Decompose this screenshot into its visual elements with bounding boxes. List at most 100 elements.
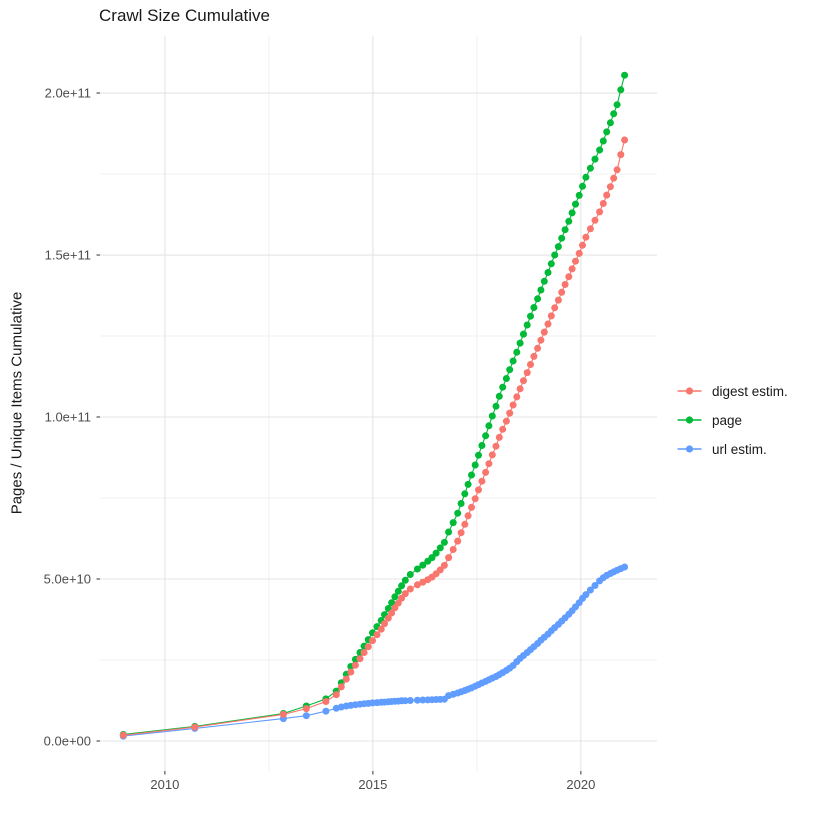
series-point (449, 546, 457, 553)
axis-ticks: 0.0e+00 5.0e+10 1.0e+11 1.5e+11 2.0e+11 2010 2… (44, 86, 596, 792)
series-point (596, 146, 604, 154)
series-digest-estim (119, 136, 629, 739)
series-point (591, 216, 599, 224)
series-point (513, 348, 521, 356)
series-point (445, 528, 453, 536)
series-point (527, 312, 534, 320)
series-point (351, 661, 359, 669)
series-point (506, 409, 514, 417)
series-point (461, 520, 469, 528)
series-point (599, 200, 607, 207)
series-point (485, 422, 493, 430)
series-point (613, 166, 621, 174)
series-point (191, 723, 199, 731)
series-point (413, 696, 421, 704)
legend-key-icon (677, 445, 702, 453)
series-point (540, 328, 548, 336)
series-point (398, 582, 406, 590)
series-point (572, 200, 579, 208)
series-point (436, 566, 444, 574)
series-point (360, 649, 368, 656)
series-point (610, 110, 618, 118)
series-point (534, 295, 542, 303)
series-point (495, 433, 503, 441)
series-point (406, 697, 414, 704)
series-point (394, 599, 402, 607)
series-url-estim (119, 563, 629, 740)
series-point (499, 383, 507, 391)
series-point (468, 503, 475, 511)
series-point (530, 304, 538, 311)
series-point (547, 260, 555, 268)
series-point (440, 561, 448, 569)
series-point (464, 512, 472, 520)
legend-key-icon (677, 387, 702, 395)
series-point (621, 71, 629, 79)
series-point (401, 697, 409, 705)
series-point (575, 249, 583, 257)
series-point (391, 593, 399, 601)
series-point (513, 393, 521, 401)
series-point (492, 402, 500, 410)
series-point (373, 631, 381, 639)
x-tick-label: 2020 (566, 777, 595, 792)
series-point (401, 576, 409, 584)
series-point (527, 361, 534, 368)
series-point (554, 296, 562, 304)
series-point (558, 288, 566, 296)
series-point (520, 330, 527, 338)
series-point (478, 442, 486, 449)
series-point (621, 563, 629, 571)
series-point (617, 86, 625, 94)
series-point (464, 480, 472, 488)
series-point (610, 174, 618, 182)
series-point (377, 625, 385, 633)
series-point (537, 336, 545, 344)
series-point (356, 655, 364, 663)
series-point (445, 554, 453, 562)
series-point (495, 392, 503, 400)
series-point (516, 385, 524, 393)
series-point (488, 412, 496, 420)
x-tick-label: 2010 (150, 777, 179, 792)
series-point (332, 691, 340, 699)
series-point (436, 544, 444, 552)
series-point (534, 344, 542, 352)
series-point (544, 269, 552, 276)
series-point (568, 209, 576, 217)
series-point (582, 233, 590, 241)
series-point (302, 712, 310, 720)
legend-label: digest estim. (712, 383, 788, 399)
series-point (603, 191, 611, 199)
series-point (449, 519, 457, 527)
y-tick-label: 1.0e+11 (45, 410, 91, 425)
series-point (482, 468, 490, 476)
legend-label: page (712, 412, 743, 428)
series-point (381, 620, 388, 628)
series-point (471, 495, 479, 503)
series-point (509, 401, 517, 409)
chart-title: Crawl Size Cumulative (99, 6, 270, 25)
series-point (413, 565, 421, 573)
series-point (509, 357, 517, 365)
series-point (406, 585, 414, 593)
legend-label: url estim. (712, 441, 767, 457)
series-point (516, 339, 524, 347)
series-point (471, 461, 479, 469)
y-tick-label: 1.5e+11 (45, 248, 91, 263)
series-point (506, 366, 514, 374)
series-point (478, 477, 486, 485)
series-point (568, 265, 576, 273)
series-point (586, 586, 594, 594)
series-point (485, 460, 493, 468)
series-point (337, 683, 345, 691)
gridlines-major (100, 36, 657, 771)
series-point (603, 128, 611, 136)
series-point (454, 537, 462, 545)
series-line (123, 566, 625, 737)
series-point (523, 321, 531, 329)
series-point (492, 442, 500, 450)
legend-item-page: page (676, 409, 788, 431)
series-point (322, 698, 330, 705)
